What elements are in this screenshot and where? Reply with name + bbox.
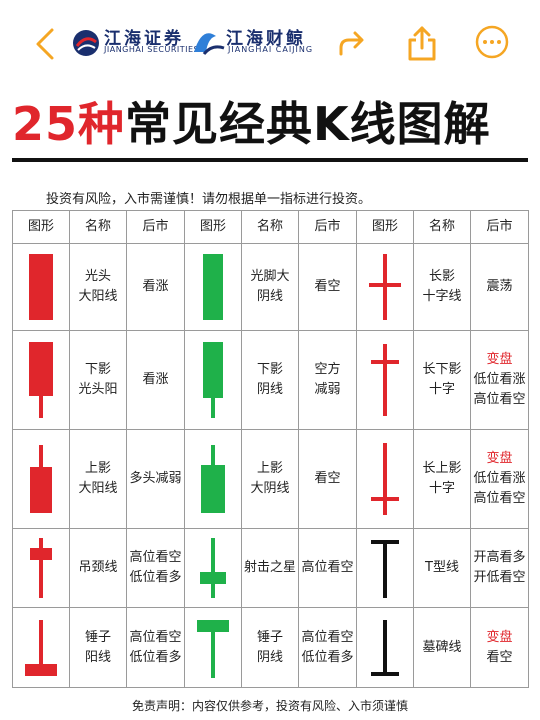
brand2-name: 江海财鲸: [226, 29, 306, 49]
long-lower-shadow-doji-icon: [371, 343, 399, 416]
outlook-cell: 看涨: [126, 329, 185, 430]
upper-shadow-big-yang-candle-icon: [30, 444, 52, 513]
upload-icon[interactable]: [405, 24, 439, 62]
name-cell: 光头 大阳线: [69, 243, 127, 331]
name-cell: 长影 十字线: [413, 243, 471, 331]
figure-cell: [356, 329, 414, 430]
header-cell: 后市: [470, 210, 529, 244]
outlook-cell: 变盘 看空: [470, 607, 529, 688]
header-cell: 后市: [298, 210, 357, 244]
figure-cell: [12, 329, 70, 430]
header-cell: 图形: [184, 210, 242, 244]
name-cell: 射击之星: [241, 527, 299, 609]
outlook-cell: 看涨: [126, 243, 185, 331]
name-cell: 上影 大阳线: [69, 428, 127, 529]
hammer-yang-candle-icon: [25, 619, 57, 676]
title-divider: [12, 158, 528, 162]
outlook-cell: 高位看空 低位看多: [298, 607, 357, 688]
title-text: 常见经典K线图解: [125, 97, 491, 151]
table-row: 锤子 阳线 高位看空 低位看多 锤子 阴线 高位看空 低位看多 墓碑线 变盘 看空: [12, 607, 529, 688]
outlook-cell: 高位看空 低位看多: [126, 607, 185, 688]
brand2-subtitle: JIANGHAI CAIJING: [228, 45, 314, 54]
figure-cell: [184, 428, 242, 529]
figure-cell: [12, 527, 70, 609]
outlook-cell: 震荡: [470, 243, 529, 331]
jianghai-securities-logo-icon: [73, 30, 99, 56]
jianghai-caijing-logo-icon: [194, 33, 225, 55]
brand1-name: 江海证券: [104, 29, 184, 49]
figure-cell: [356, 243, 414, 331]
long-shadow-doji-icon: [369, 253, 401, 320]
lower-shadow-yin-candle-icon: [203, 341, 223, 418]
risk-note: 投资有风险，入市需谨慎！请勿根据单一指标进行投资。: [46, 192, 372, 207]
figure-cell: [184, 243, 242, 331]
top-bar: 江海证券 JIANGHAI SECURITIES 江海财鲸 JIANGHAI C…: [0, 0, 540, 84]
name-cell: 上影 大阴线: [241, 428, 299, 529]
name-cell: 锤子 阳线: [69, 607, 127, 688]
name-cell: 长上影 十字: [413, 428, 471, 529]
header-cell: 图形: [12, 210, 70, 244]
figure-cell: [12, 428, 70, 529]
name-cell: 下影 光头阳: [69, 329, 127, 430]
long-upper-shadow-doji-icon: [371, 442, 399, 515]
bald-big-yang-candle-icon: [29, 253, 53, 320]
hanging-man-candle-icon: [30, 538, 52, 599]
table-row: 下影 光头阳 看涨 下影 阴线 空方 减弱 长下影 十字 变盘 低位看涨 高位看空: [12, 329, 529, 430]
outlook-cell: 高位看空: [298, 527, 357, 609]
table-row: 上影 大阳线 多头减弱 上影 大阴线 看空 长上影 十字 变盘 低位看涨 高位看空: [12, 428, 529, 529]
more-dots-icon[interactable]: [474, 24, 510, 60]
share-arrow-icon[interactable]: [335, 28, 367, 60]
header-cell: 名称: [241, 210, 299, 244]
header-cell: 后市: [126, 210, 185, 244]
figure-cell: [12, 243, 70, 331]
hammer-yin-candle-icon: [197, 619, 229, 678]
name-cell: 下影 阴线: [241, 329, 299, 430]
shooting-star-candle-icon: [200, 538, 226, 599]
name-cell: 锤子 阴线: [241, 607, 299, 688]
name-cell: T型线: [413, 527, 471, 609]
figure-cell: [184, 607, 242, 688]
lower-shadow-bald-yang-candle-icon: [29, 341, 53, 418]
upper-shadow-big-yin-candle-icon: [201, 444, 225, 513]
header-cell: 图形: [356, 210, 414, 244]
table-header-row: 图形 名称 后市 图形 名称 后市 图形 名称 后市: [12, 210, 529, 244]
table-row: 光头 大阳线 看涨 光脚大 阴线 看空 长影 十字线 震荡: [12, 243, 529, 331]
outlook-cell: 变盘 低位看涨 高位看空: [470, 329, 529, 430]
header-cell: 名称: [413, 210, 471, 244]
figure-cell: [356, 607, 414, 688]
chevron-left-icon[interactable]: [30, 26, 60, 62]
gravestone-candle-icon: [371, 619, 399, 676]
outlook-cell: 看空: [298, 243, 357, 331]
figure-cell: [356, 428, 414, 529]
outlook-cell: 看空: [298, 428, 357, 529]
figure-cell: [356, 527, 414, 609]
table-row: 吊颈线 高位看空 低位看多 射击之星 高位看空 T型线 开高看多 开低看空: [12, 527, 529, 609]
name-cell: 墓碑线: [413, 607, 471, 688]
name-cell: 长下影 十字: [413, 329, 471, 430]
brand1-subtitle: JIANGHAI SECURITIES: [104, 45, 200, 54]
name-cell: 吊颈线: [69, 527, 127, 609]
outlook-cell: 高位看空 低位看多: [126, 527, 185, 609]
header-cell: 名称: [69, 210, 127, 244]
bald-big-yin-candle-icon: [203, 253, 223, 320]
page-title: 25种常见经典K线图解: [12, 88, 528, 152]
figure-cell: [184, 527, 242, 609]
figure-cell: [184, 329, 242, 430]
outlook-cell: 空方 减弱: [298, 329, 357, 430]
disclaimer: 免责声明：内容仅供参考，投资有风险、入市须谨慎: [131, 699, 408, 713]
title-number: 25种: [12, 97, 126, 151]
outlook-cell: 开高看多 开低看空: [470, 527, 529, 609]
figure-cell: [12, 607, 70, 688]
name-cell: 光脚大 阴线: [241, 243, 299, 331]
outlook-cell: 多头减弱: [126, 428, 185, 529]
candlestick-table: 图形 名称 后市 图形 名称 后市 图形 名称 后市 光头 大阳线 看涨 光脚大阴…: [12, 210, 529, 688]
t-line-candle-icon: [371, 540, 399, 599]
outlook-cell: 变盘 低位看涨 高位看空: [470, 428, 529, 529]
